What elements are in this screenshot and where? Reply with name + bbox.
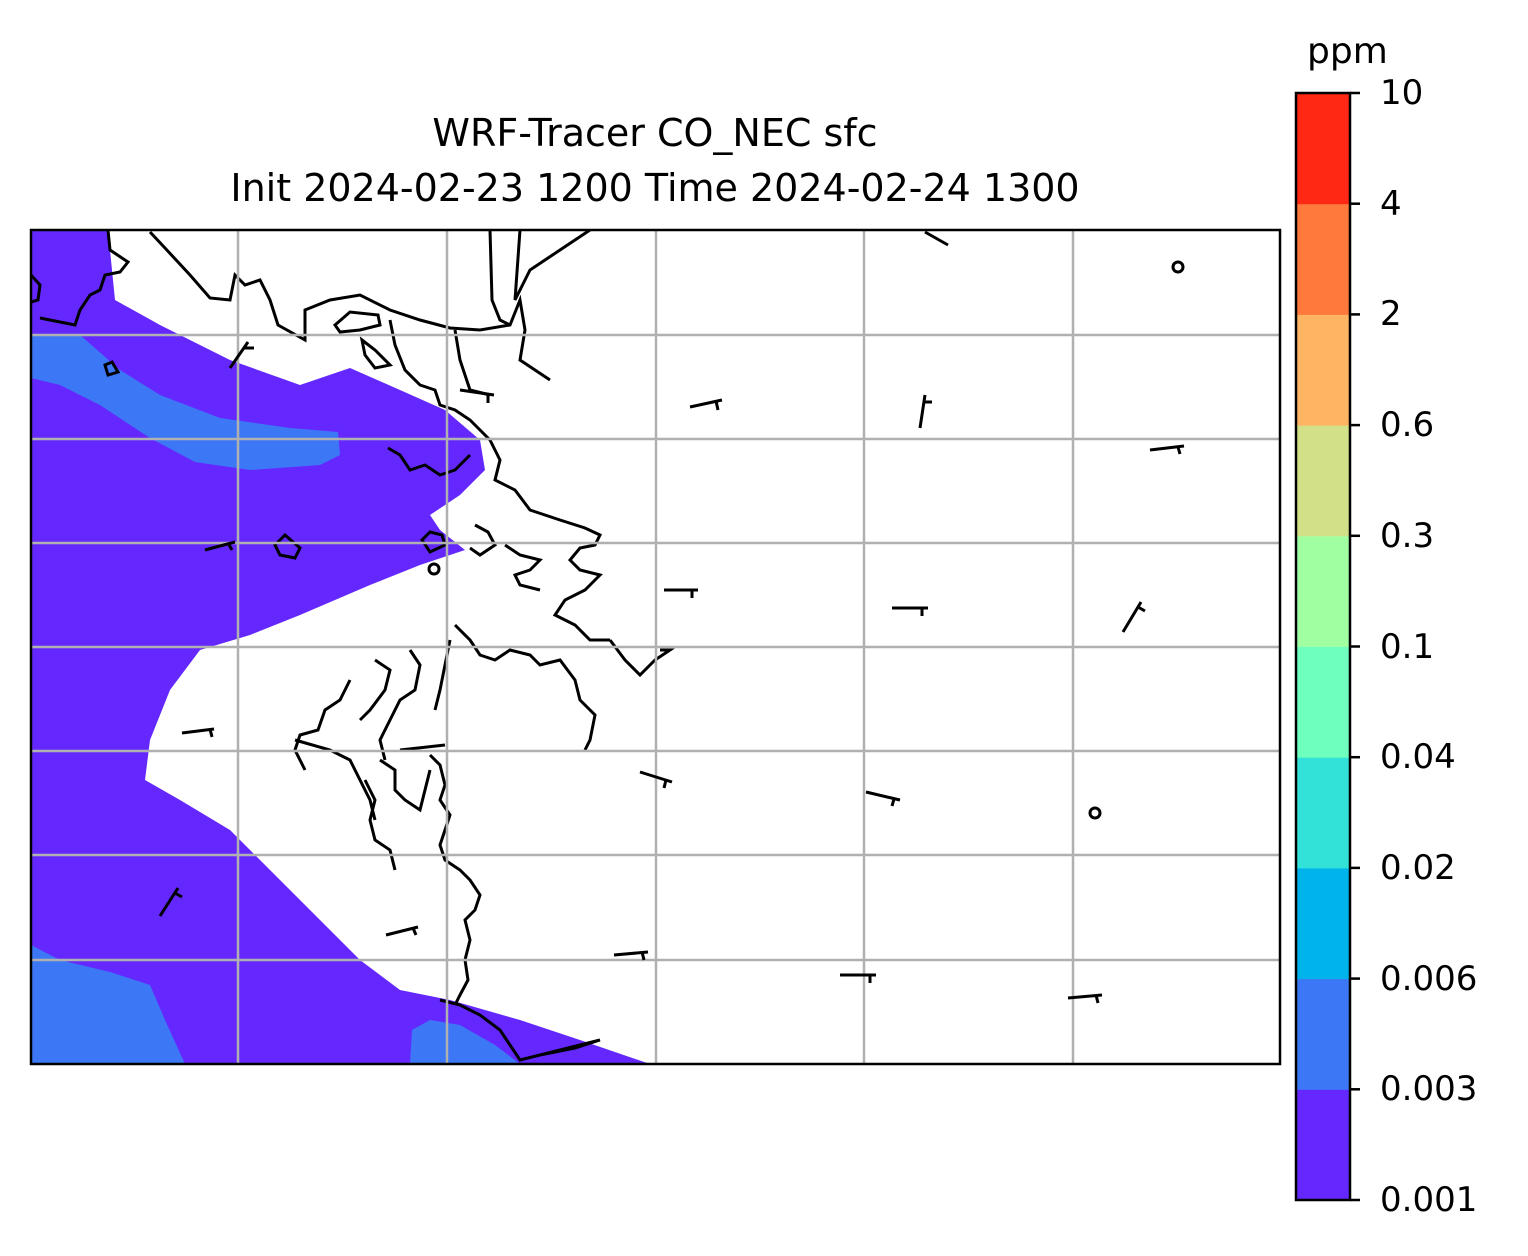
plot-title-line1: WRF-Tracer CO_NEC sfc bbox=[432, 111, 878, 155]
wind-barb bbox=[204, 540, 236, 552]
map-frame bbox=[29, 228, 1282, 1066]
wind-barb bbox=[228, 341, 254, 369]
contour-band-0003-s bbox=[410, 1020, 520, 1064]
contour-band-0003-nw bbox=[31, 335, 340, 470]
colorbar-segment bbox=[1296, 93, 1350, 205]
colorbar-tick-label: 0.1 bbox=[1380, 626, 1435, 667]
colorbar-tick-label: 2 bbox=[1380, 294, 1402, 335]
colorbar-tick-label: 0.003 bbox=[1380, 1069, 1478, 1110]
wind-barbs bbox=[158, 341, 1185, 1004]
colorbar-tick-label: 0.02 bbox=[1380, 847, 1456, 888]
wind-barb bbox=[158, 887, 183, 917]
colorbar-segment bbox=[1296, 757, 1350, 869]
wind-barb bbox=[1067, 993, 1103, 1004]
wind-barb bbox=[613, 950, 649, 961]
wind-barb bbox=[892, 606, 928, 616]
colorbar-segment bbox=[1296, 203, 1350, 315]
colorbar-tick-label: 0.3 bbox=[1380, 515, 1435, 556]
contour-band-0003-sw bbox=[31, 945, 185, 1064]
wind-barb bbox=[181, 727, 215, 738]
colorbar-segment bbox=[1296, 425, 1350, 537]
colorbar-tick-label: 0.001 bbox=[1380, 1180, 1478, 1220]
colorbar-tick-label: 4 bbox=[1380, 183, 1402, 224]
wind-barb bbox=[840, 973, 876, 983]
wind-barb bbox=[689, 398, 723, 411]
colorbar-segment bbox=[1296, 535, 1350, 647]
colorbar-segment bbox=[1296, 314, 1350, 426]
colorbar-tick-label: 0.6 bbox=[1380, 405, 1435, 446]
coastlines bbox=[31, 230, 1185, 1062]
wind-barb bbox=[1149, 444, 1185, 455]
wind-barb bbox=[664, 588, 698, 598]
colorbar-segment bbox=[1296, 646, 1350, 758]
wind-barb bbox=[639, 770, 673, 789]
colorbar-tick-label: 10 bbox=[1380, 73, 1424, 113]
colorbar-unit: ppm bbox=[1307, 31, 1388, 72]
wind-barb bbox=[1121, 601, 1146, 633]
colorbar-tick-label: 0.04 bbox=[1380, 737, 1456, 778]
gridlines bbox=[31, 230, 1280, 1064]
colorbar bbox=[1294, 91, 1360, 1202]
wind-barb bbox=[865, 790, 901, 807]
wind-barb bbox=[459, 388, 495, 403]
wind-barb bbox=[385, 925, 419, 937]
colorbar-segment bbox=[1296, 867, 1350, 980]
colorbar-segment bbox=[1296, 978, 1350, 1090]
plot-title-line2: Init 2024-02-23 1200 Time 2024-02-24 130… bbox=[230, 166, 1080, 210]
colorbar-tick-label: 0.006 bbox=[1380, 958, 1478, 999]
colorbar-segment bbox=[1296, 1089, 1350, 1201]
wind-barb bbox=[918, 394, 932, 429]
